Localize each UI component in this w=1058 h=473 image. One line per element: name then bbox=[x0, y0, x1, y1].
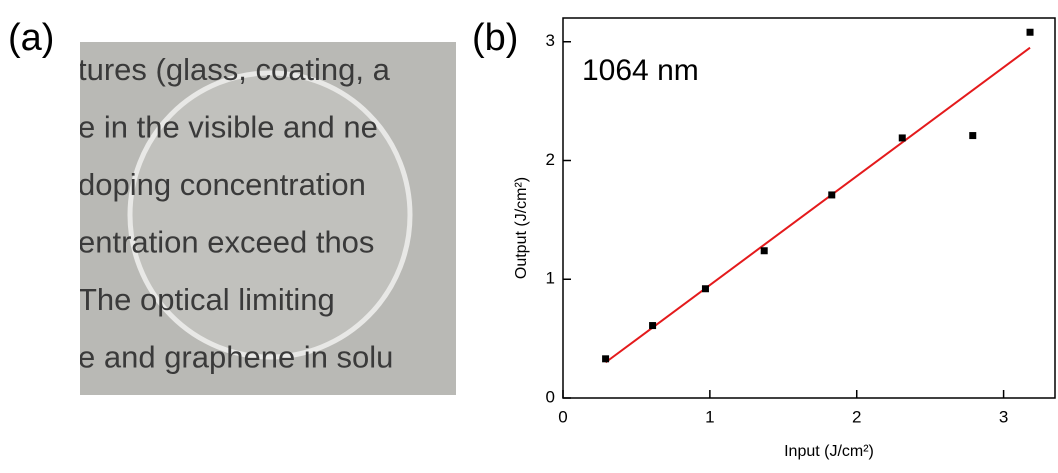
panel-label: (a) bbox=[8, 17, 54, 59]
data-point bbox=[649, 322, 657, 330]
data-point bbox=[602, 355, 610, 363]
data-point bbox=[1026, 28, 1034, 36]
plot-frame bbox=[562, 17, 1056, 399]
glass-disc bbox=[127, 70, 413, 360]
data-point bbox=[701, 285, 709, 293]
y-tick-label: 2 bbox=[546, 150, 555, 169]
x-tick-label: 1 bbox=[705, 407, 714, 426]
x-tick-label: 2 bbox=[852, 407, 861, 426]
photo-text: e and graphene in solu bbox=[78, 340, 393, 375]
x-tick-label: 0 bbox=[558, 407, 567, 426]
data-point bbox=[969, 132, 977, 140]
photo-text: The optical limiting bbox=[78, 282, 335, 317]
y-tick-label: 0 bbox=[546, 387, 555, 406]
photo-text: tures (glass, coating, a bbox=[78, 52, 391, 87]
x-tick-label: 3 bbox=[999, 407, 1008, 426]
annotation: 1064 nm bbox=[582, 54, 699, 87]
y-axis-label: Output (J/cm²) bbox=[513, 177, 530, 279]
fit-line bbox=[604, 46, 1031, 364]
photo-text: doping concentration bbox=[78, 167, 366, 202]
panel-label: (b) bbox=[472, 17, 518, 59]
photo-text: entration exceed thos bbox=[78, 225, 374, 260]
data-point bbox=[898, 134, 906, 142]
plot: 0 1 2 3 0 1 2 3 Input (J/cm²) Output (J/cm²) 1064 … bbox=[513, 17, 1056, 460]
y-tick-label: 3 bbox=[546, 31, 555, 50]
x-axis-label: Input (J/cm²) bbox=[784, 443, 874, 460]
data-point bbox=[828, 191, 836, 199]
y-tick-label: 1 bbox=[546, 269, 555, 288]
photo-text: e in the visible and ne bbox=[78, 110, 378, 145]
photo: tures (glass, coating, a e in the visible… bbox=[78, 42, 456, 395]
data-point bbox=[760, 247, 768, 255]
